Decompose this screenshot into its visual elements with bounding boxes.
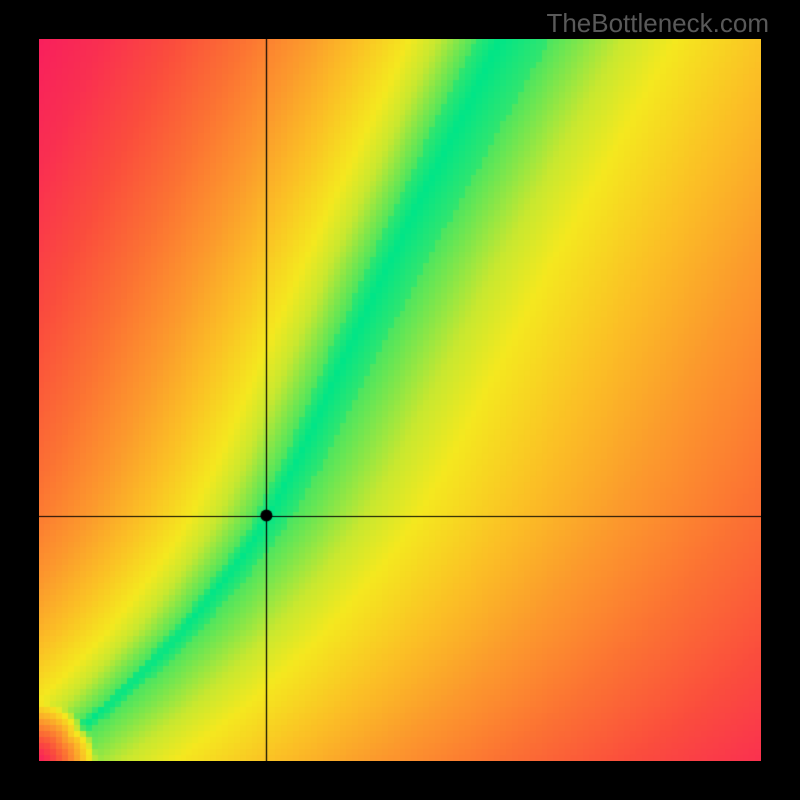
chart-container: TheBottleneck.com bbox=[0, 0, 800, 800]
watermark-text: TheBottleneck.com bbox=[546, 8, 769, 39]
bottleneck-heatmap bbox=[39, 39, 761, 761]
